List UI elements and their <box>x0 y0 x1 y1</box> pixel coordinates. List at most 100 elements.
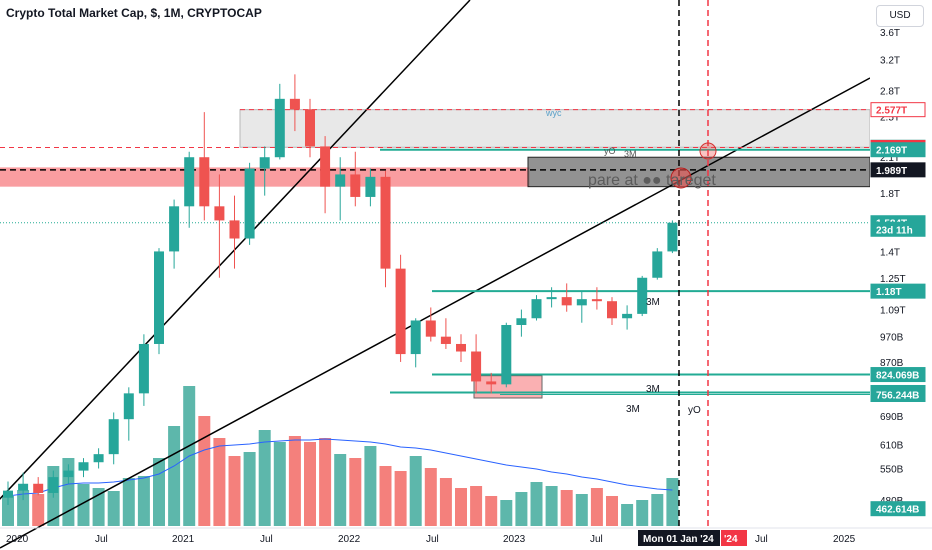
candle-body <box>335 174 346 187</box>
currency-button[interactable]: USD <box>876 5 924 27</box>
volume-bar <box>243 452 256 526</box>
price-label-box <box>870 387 926 403</box>
price-label-box <box>870 367 926 383</box>
candle-body <box>154 251 164 344</box>
candle-body <box>471 351 482 382</box>
volume-bar <box>288 436 301 526</box>
price-label-text: 756.244B <box>876 391 919 402</box>
time-tick-label: Jul <box>260 534 273 545</box>
volume-bar <box>17 490 30 526</box>
volume-bar <box>651 494 664 526</box>
volume-bar <box>439 478 452 526</box>
target-box <box>527 156 871 188</box>
price-tick-label: 3.6T <box>880 28 900 39</box>
time-tick-label: Jul <box>590 534 603 545</box>
volume-bar <box>304 442 316 526</box>
time-axis[interactable]: 2020 Jul 2021 Jul 2022 Jul 2023 Jul Mon 01 Jan '… <box>0 527 932 546</box>
price-tick-label: 2.1T <box>880 153 900 164</box>
candle-body <box>169 206 180 252</box>
price-tick-label: 1.4T <box>880 247 900 258</box>
chart-title: Crypto Total Market Cap, $, 1M, CRYPTOCA… <box>6 6 262 20</box>
candle-body <box>531 299 542 319</box>
annotation-layer: wyc yO 3M pare at ●● tareget 3M 3M 3M yO <box>545 108 716 416</box>
time-tick-label: 2020 <box>6 534 29 545</box>
volume-bar <box>455 488 467 526</box>
candle-layer <box>3 74 678 506</box>
candle-body <box>425 320 436 337</box>
drawing-layer <box>0 0 871 549</box>
time-tick-label: 2023 <box>503 534 526 545</box>
candle-body <box>289 98 300 110</box>
volume-bar <box>334 454 347 526</box>
candle-body <box>380 176 391 269</box>
volume-bar <box>2 496 14 526</box>
price-label-box <box>870 102 926 118</box>
price-label-text: 1.18T <box>876 287 902 298</box>
volume-bar <box>122 478 135 526</box>
yO-low-label: yO <box>688 405 701 416</box>
target-text: pare at ●● tareget <box>588 172 716 189</box>
candle-body <box>637 277 648 314</box>
candle-body <box>622 313 633 319</box>
target-circle-upper <box>699 142 717 160</box>
candle-body <box>516 318 527 325</box>
wyc-label: wyc <box>545 108 562 118</box>
candle-body <box>320 146 331 187</box>
candle-body <box>259 157 270 169</box>
candle-body <box>607 301 617 319</box>
price-label-box <box>870 283 926 299</box>
volume-bar <box>349 458 362 526</box>
volume-bar <box>621 504 634 526</box>
crosshair-date-label: Mon 01 Jan '24 <box>643 534 714 545</box>
volume-bar <box>530 482 543 526</box>
candle-body <box>123 393 134 420</box>
price-axis[interactable]: 3.6T 3.2T 2.8T 2.5T 2.1T 1.8T 1.4T 1.25T 1.09T 97… <box>870 0 932 528</box>
candle-body <box>18 483 29 491</box>
price-tick-label: 2.8T <box>880 86 900 97</box>
volume-bar <box>666 478 679 526</box>
volume-bar <box>379 466 392 526</box>
m3-low-label: 3M <box>626 404 640 415</box>
red-date-box <box>721 530 747 546</box>
volume-layer <box>2 386 679 526</box>
volume-ma-line <box>7 438 673 497</box>
volume-bar <box>470 486 483 526</box>
volume-bar <box>500 500 513 526</box>
candle-body <box>33 483 44 493</box>
candle-body <box>3 490 13 498</box>
candle-body <box>561 297 572 306</box>
candle-body <box>395 268 406 355</box>
volume-bar <box>168 426 181 526</box>
candle-body <box>652 251 663 278</box>
price-label-box <box>870 501 926 517</box>
candle-body <box>274 98 285 158</box>
time-tick-label: Jul <box>95 534 108 545</box>
candle-body <box>591 299 602 302</box>
price-label-text: 824.069B <box>876 371 919 382</box>
volume-bar <box>409 456 422 526</box>
candle-body <box>350 174 361 197</box>
price-label-text: 1.989T <box>876 166 907 177</box>
crosshair-date-box <box>638 530 720 546</box>
red-date-label: '24 <box>724 534 738 545</box>
price-label-text: 2.169T <box>876 146 907 157</box>
candle-body <box>63 470 74 478</box>
target-circle-lower <box>670 167 692 189</box>
price-tick-label: 1.8T <box>880 189 900 200</box>
price-tick-label: 870B <box>880 358 904 369</box>
price-tick-label: 2.5T <box>880 113 900 124</box>
price-label-box <box>870 142 926 158</box>
m3-mid-label: 3M <box>646 384 660 395</box>
volume-bar <box>636 500 649 526</box>
volume-bar <box>485 496 498 526</box>
channel-upper-line <box>0 0 471 500</box>
price-label-text: 462.614B <box>876 505 919 516</box>
m3-right-label: 3M <box>646 297 660 308</box>
volume-bar <box>213 438 226 526</box>
candle-body <box>199 157 210 207</box>
price-tick-label: 550B <box>880 464 904 475</box>
candle-body <box>48 477 59 493</box>
candle-body <box>410 320 421 355</box>
candle-body <box>305 109 315 147</box>
